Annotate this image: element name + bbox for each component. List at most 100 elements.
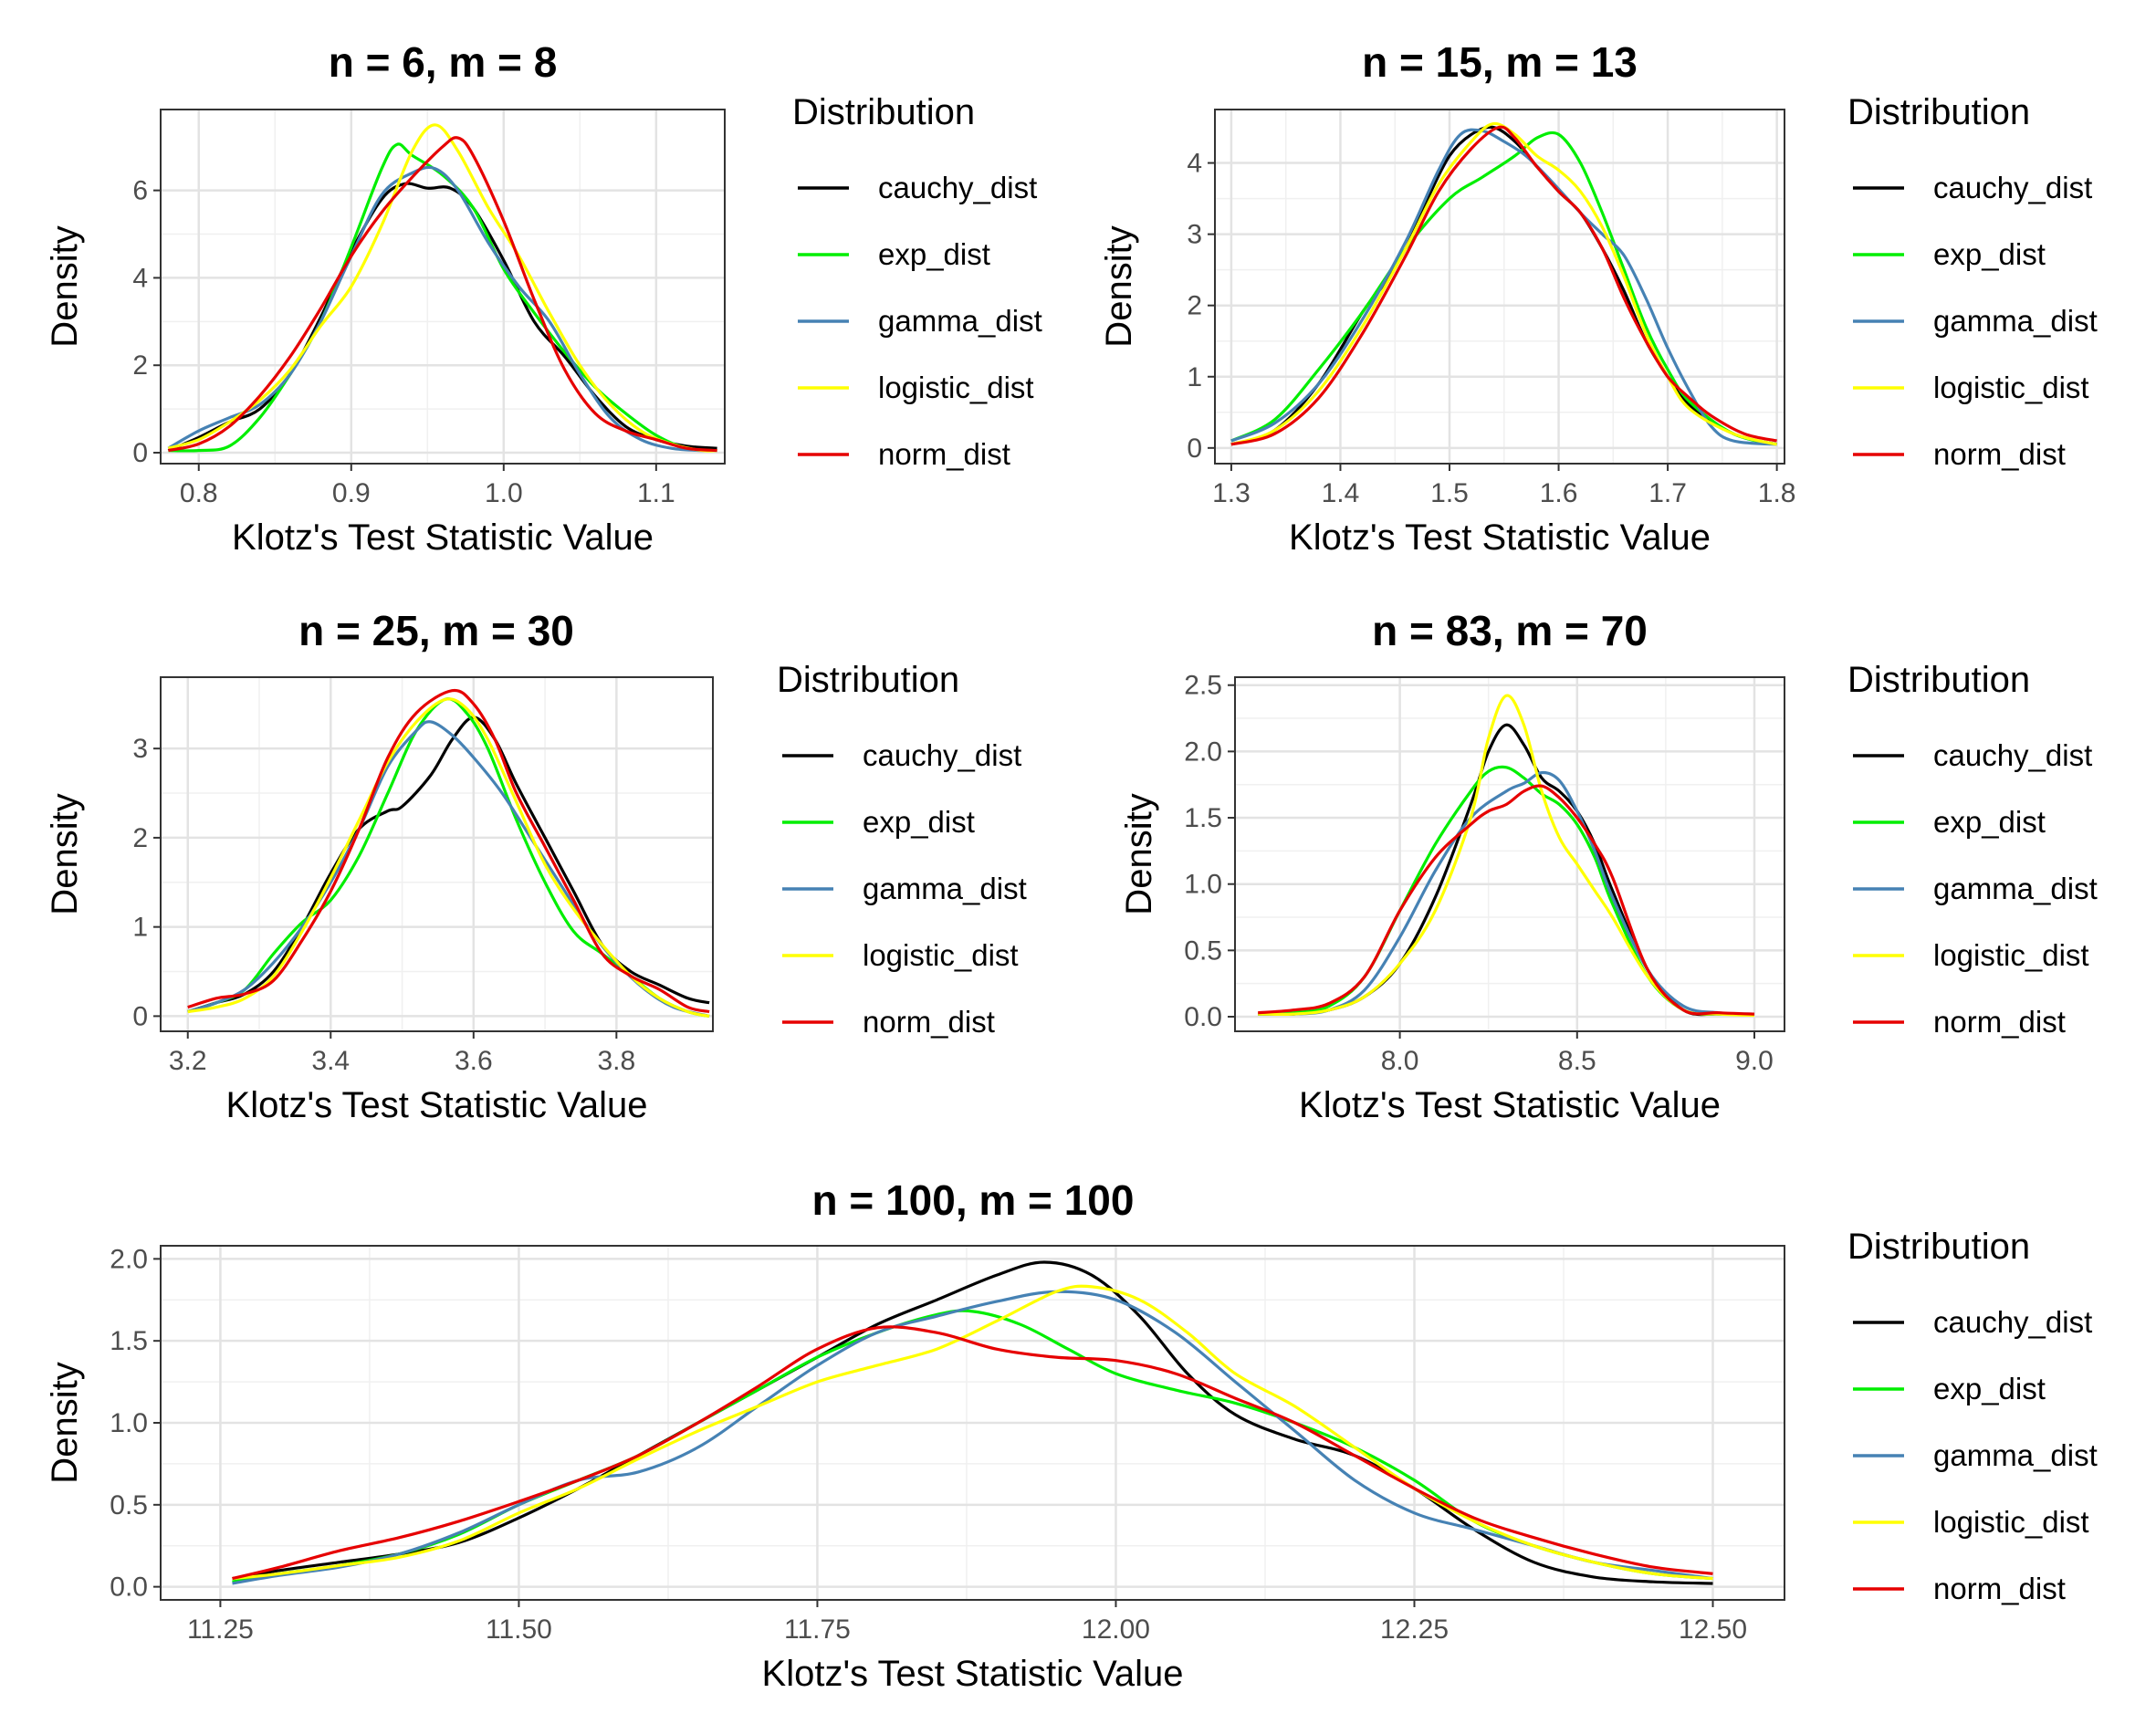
series-line-logistic-dist xyxy=(232,1284,1713,1581)
legend: Distribution cauchy_dist exp_dist gamma_dis… xyxy=(1847,92,2098,471)
y-tick-label: 0 xyxy=(132,1001,148,1031)
y-tick-label: 4 xyxy=(132,263,148,293)
x-axis-label: Klotz's Test Statistic Value xyxy=(232,517,654,558)
legend-label: gamma_dist xyxy=(863,872,1027,905)
legend-label: gamma_dist xyxy=(1933,304,2098,338)
y-axis-label: Density xyxy=(45,793,85,914)
y-tick-label: 2.0 xyxy=(1184,737,1222,767)
legend-label: cauchy_dist xyxy=(1933,171,2092,204)
chart-panel: 8.0 8.5 9.0 0.0 0.5 1.0 1.5 2.0 2.5 n = 83, m = 7… xyxy=(1119,607,2098,1125)
chart-title: n = 6, m = 8 xyxy=(329,38,558,86)
legend-label: norm_dist xyxy=(1933,1572,2066,1605)
legend-label: exp_dist xyxy=(863,805,975,839)
chart-title: n = 100, m = 100 xyxy=(812,1176,1135,1224)
legend-label: logistic_dist xyxy=(1933,1505,2089,1539)
x-tick-label: 3.4 xyxy=(311,1046,350,1076)
series-line-gamma-dist xyxy=(1230,128,1777,446)
x-tick-label: 8.5 xyxy=(1558,1046,1596,1076)
x-tick-label: 12.25 xyxy=(1380,1614,1449,1645)
y-tick-label: 6 xyxy=(132,176,148,206)
panel-border xyxy=(160,109,726,465)
y-tick-label: 1.0 xyxy=(1184,870,1222,900)
legend-label: gamma_dist xyxy=(1933,872,2098,905)
y-tick-label: 0 xyxy=(132,438,148,468)
series-line-logistic-dist xyxy=(187,697,710,1018)
panel-border xyxy=(160,676,714,1032)
chart-title: n = 25, m = 30 xyxy=(298,607,574,654)
y-tick-label: 1 xyxy=(1187,362,1202,392)
y-tick-label: 2 xyxy=(132,350,148,381)
legend: Distribution cauchy_dist exp_dist gamma_dis… xyxy=(1847,1227,2098,1605)
y-tick-label: 0.5 xyxy=(1184,935,1222,966)
legend-label: cauchy_dist xyxy=(1933,1305,2092,1339)
plot-background xyxy=(161,677,713,1031)
chart-title: n = 83, m = 70 xyxy=(1372,607,1648,654)
legend-title: Distribution xyxy=(792,92,975,132)
x-tick-label: 0.9 xyxy=(332,478,371,508)
panel-border xyxy=(1234,676,1785,1032)
x-tick-label: 11.75 xyxy=(784,1614,851,1645)
x-tick-label: 1.4 xyxy=(1322,478,1360,508)
y-tick-label: 2.0 xyxy=(110,1244,148,1274)
legend-label: logistic_dist xyxy=(1933,938,2089,972)
series-line-logistic-dist xyxy=(1258,694,1755,1018)
legend-label: exp_dist xyxy=(1933,237,2046,271)
x-axis-label: Klotz's Test Statistic Value xyxy=(762,1654,1184,1694)
chart-panel: 0.8 0.9 1.0 1.1 0 2 4 6 n = 6, m = 8 Klotz's Test… xyxy=(45,38,1042,558)
y-tick-label: 1.0 xyxy=(110,1408,148,1438)
y-tick-label: 0.0 xyxy=(110,1572,148,1603)
legend-title: Distribution xyxy=(1847,92,2030,132)
x-tick-label: 11.50 xyxy=(486,1614,552,1645)
x-axis-label: Klotz's Test Statistic Value xyxy=(1289,517,1711,558)
x-tick-label: 3.6 xyxy=(455,1046,493,1076)
y-tick-label: 0.0 xyxy=(1184,1002,1222,1032)
chart-panel: 1.3 1.4 1.5 1.6 1.7 1.8 0 1 2 3 4 n = 15, m = 13 Klo… xyxy=(1099,38,2098,558)
y-tick-label: 0.5 xyxy=(110,1490,148,1520)
x-tick-label: 1.8 xyxy=(1758,478,1796,508)
legend: Distribution cauchy_dist exp_dist gamma_dis… xyxy=(1847,660,2098,1039)
y-tick-label: 1.5 xyxy=(110,1326,148,1356)
x-tick-label: 11.25 xyxy=(187,1614,254,1645)
x-axis-label: Klotz's Test Statistic Value xyxy=(226,1085,648,1125)
series-line-exp-dist xyxy=(168,142,717,453)
series-line-cauchy-dist xyxy=(167,182,717,453)
y-tick-label: 3 xyxy=(1187,220,1202,250)
x-tick-label: 8.0 xyxy=(1381,1046,1419,1076)
x-tick-label: 9.0 xyxy=(1735,1046,1774,1076)
legend-label: gamma_dist xyxy=(878,304,1042,338)
x-tick-label: 1.5 xyxy=(1430,478,1469,508)
x-tick-label: 1.6 xyxy=(1540,478,1578,508)
legend-label: exp_dist xyxy=(1933,805,2046,839)
x-tick-label: 3.2 xyxy=(169,1046,207,1076)
series-line-gamma-dist xyxy=(167,165,717,453)
y-axis-label: Density xyxy=(1119,793,1159,914)
panel-border xyxy=(1214,109,1785,465)
chart-panel: 3.2 3.4 3.6 3.8 0 1 2 3 n = 25, m = 30 Klotz's Te… xyxy=(45,607,1027,1125)
y-axis-label: Density xyxy=(45,1362,85,1483)
legend-label: exp_dist xyxy=(1933,1372,2046,1405)
legend-label: norm_dist xyxy=(1933,437,2066,471)
legend-label: logistic_dist xyxy=(878,371,1034,404)
chart-panel: 11.25 11.50 11.75 12.00 12.25 12.50 0.0 0.5 1.0 1… xyxy=(45,1176,2098,1694)
series-line-norm-dist xyxy=(187,688,710,1014)
x-tick-label: 1.3 xyxy=(1212,478,1251,508)
series-line-cauchy-dist xyxy=(232,1260,1713,1585)
y-tick-label: 4 xyxy=(1187,149,1202,179)
y-axis-label: Density xyxy=(1099,225,1139,347)
plot-background xyxy=(1235,677,1784,1031)
legend-label: logistic_dist xyxy=(863,938,1019,972)
series-line-gamma-dist xyxy=(232,1290,1713,1585)
series-line-logistic-dist xyxy=(167,123,717,453)
x-tick-label: 12.00 xyxy=(1082,1614,1150,1645)
y-tick-label: 2.5 xyxy=(1184,671,1222,701)
legend-title: Distribution xyxy=(777,660,959,700)
series-line-norm-dist xyxy=(1258,784,1755,1016)
series-line-norm-dist xyxy=(232,1325,1713,1581)
x-tick-label: 12.50 xyxy=(1679,1614,1747,1645)
x-tick-label: 3.8 xyxy=(597,1046,635,1076)
legend-label: cauchy_dist xyxy=(863,738,1021,772)
x-tick-label: 1.0 xyxy=(485,478,523,508)
legend-label: exp_dist xyxy=(878,237,990,271)
chart-title: n = 15, m = 13 xyxy=(1362,38,1638,86)
